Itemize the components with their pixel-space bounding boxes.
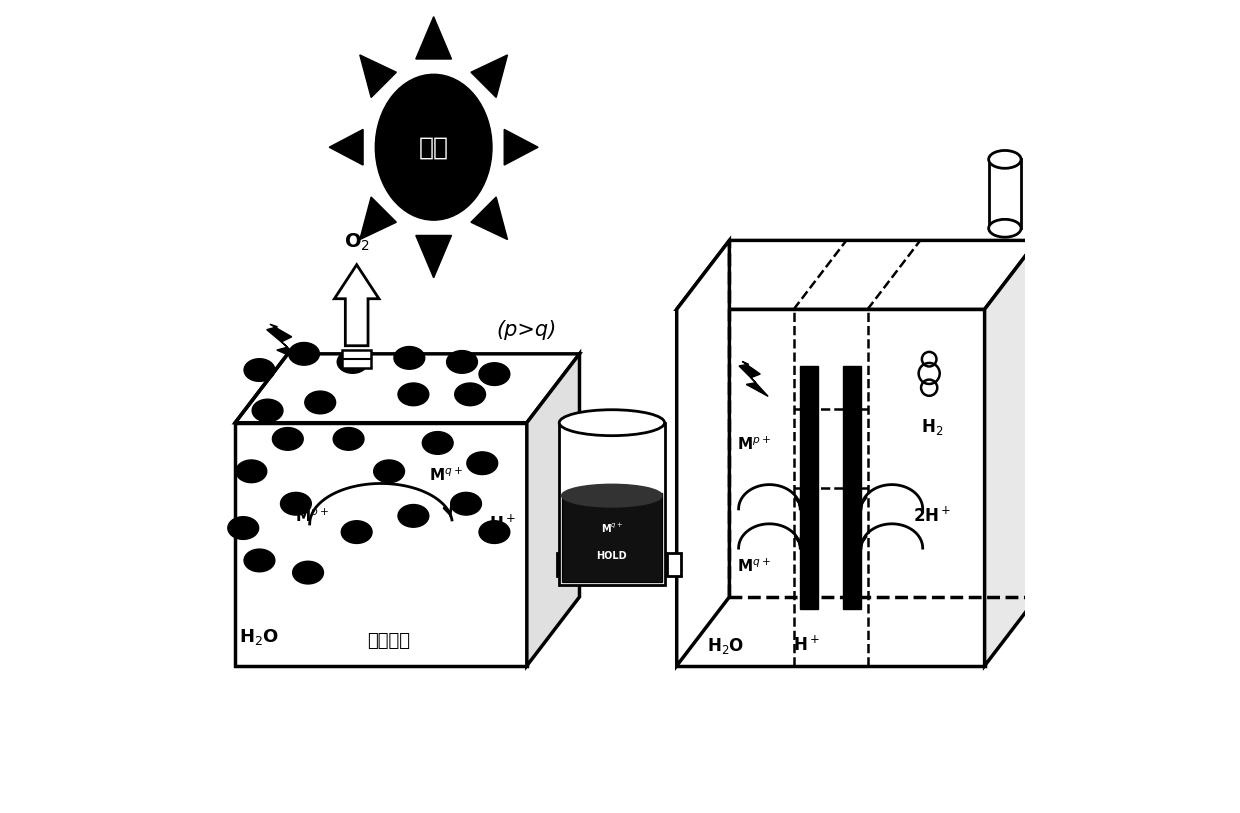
Ellipse shape [479,363,510,385]
Polygon shape [415,17,451,59]
Ellipse shape [289,342,320,365]
Text: 光合生物: 光合生物 [367,633,410,650]
Text: 2H$^+$: 2H$^+$ [913,506,951,526]
Text: M$^{q+}$: M$^{q+}$ [600,521,622,535]
Ellipse shape [479,521,510,543]
Ellipse shape [305,391,336,414]
Ellipse shape [988,220,1021,237]
Polygon shape [739,362,768,397]
Text: M$^{q+}$: M$^{q+}$ [429,467,463,484]
Ellipse shape [373,460,404,483]
Ellipse shape [280,493,311,515]
Ellipse shape [446,350,477,373]
Bar [559,423,665,585]
Polygon shape [527,354,579,666]
Polygon shape [677,241,1038,309]
Text: H$_2$O: H$_2$O [239,628,279,647]
Polygon shape [471,197,507,240]
Ellipse shape [562,485,662,507]
Ellipse shape [334,428,365,450]
Text: (p>q): (p>q) [497,320,557,340]
Ellipse shape [398,505,429,527]
Text: H$_2$: H$_2$ [921,417,944,437]
Text: H$^+$: H$^+$ [792,636,820,655]
Text: H$_2$O: H$_2$O [707,636,744,655]
Bar [800,366,818,609]
Bar [342,350,371,367]
Ellipse shape [467,452,497,475]
Polygon shape [330,129,363,165]
Text: M$^{p+}$: M$^{p+}$ [737,436,771,454]
Text: H$^+$: H$^+$ [489,515,516,533]
Ellipse shape [455,383,486,406]
Polygon shape [505,129,538,165]
Polygon shape [415,236,451,278]
Polygon shape [985,241,1038,666]
Ellipse shape [341,521,372,543]
Ellipse shape [988,150,1021,168]
Polygon shape [677,309,985,666]
Text: M$^{p+}$: M$^{p+}$ [295,507,329,524]
Ellipse shape [293,561,324,584]
Text: M$^{q+}$: M$^{q+}$ [737,557,771,575]
Text: 太阳: 太阳 [419,135,449,159]
Bar [843,366,861,609]
Ellipse shape [244,359,275,381]
Ellipse shape [337,350,368,373]
Bar [988,159,1021,228]
Polygon shape [236,423,527,666]
Ellipse shape [252,399,283,422]
Polygon shape [360,197,397,240]
Text: O$_2$: O$_2$ [343,231,370,253]
Polygon shape [267,324,303,362]
FancyArrow shape [335,265,379,346]
Ellipse shape [236,460,267,483]
Ellipse shape [244,549,275,572]
Ellipse shape [450,493,481,515]
Ellipse shape [559,410,665,436]
Ellipse shape [398,383,429,406]
Polygon shape [360,55,397,98]
Ellipse shape [228,517,259,539]
Bar [667,553,681,576]
Polygon shape [471,55,507,98]
Ellipse shape [273,428,304,450]
Polygon shape [236,354,579,423]
Ellipse shape [376,74,492,220]
Text: HOLD: HOLD [596,551,627,562]
Ellipse shape [423,432,453,454]
Bar [557,553,584,576]
Bar [562,493,662,582]
Polygon shape [677,241,729,666]
Ellipse shape [394,346,425,369]
